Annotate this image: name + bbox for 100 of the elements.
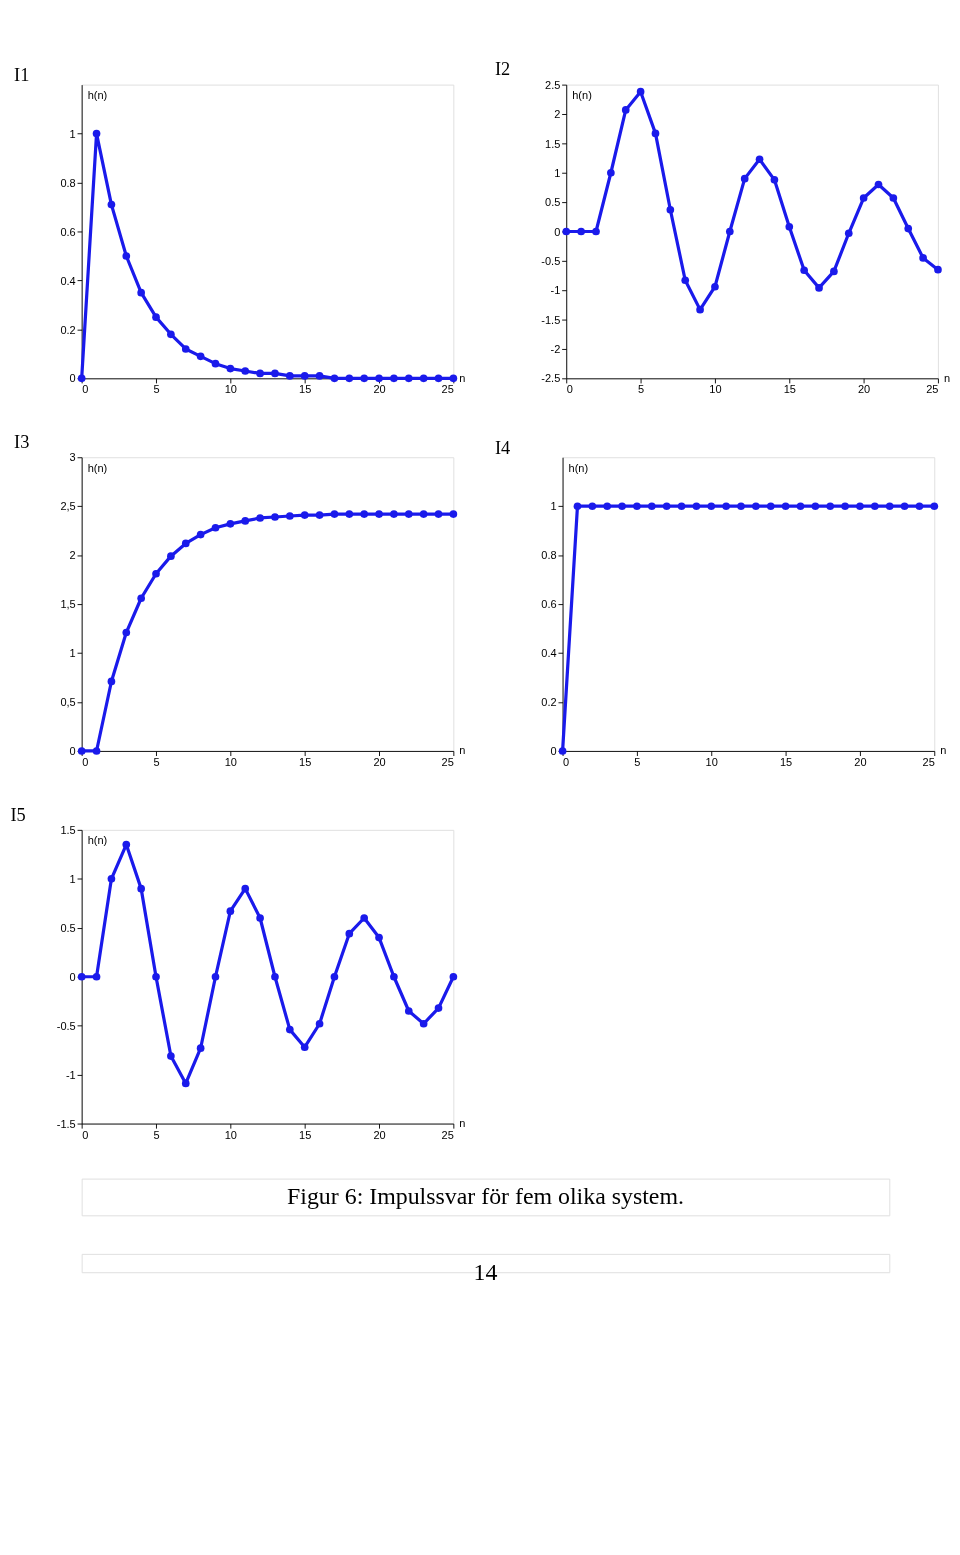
chart-title: I4 xyxy=(494,437,511,458)
point xyxy=(196,352,205,361)
x-tick-label: 20 xyxy=(857,383,871,396)
point xyxy=(449,972,458,981)
point xyxy=(434,510,443,518)
x-tick-label: 15 xyxy=(783,383,796,396)
point xyxy=(419,1019,428,1028)
point xyxy=(211,523,220,532)
point xyxy=(904,224,913,233)
point xyxy=(651,129,660,138)
point xyxy=(390,510,398,518)
point xyxy=(592,227,600,236)
x-tick-label: 0 xyxy=(82,756,89,769)
point xyxy=(300,372,309,380)
point xyxy=(577,227,585,236)
y-tick-label: 0.6 xyxy=(60,225,76,238)
x-tick-label: 25 xyxy=(441,756,454,769)
y-tick-label: 1 xyxy=(550,500,557,513)
point xyxy=(874,180,883,189)
point xyxy=(919,254,927,262)
point xyxy=(122,252,131,260)
point xyxy=(375,933,383,942)
y-tick-label: -1.5 xyxy=(541,313,561,326)
y-axis-title: h(n) xyxy=(87,834,108,847)
x-tick-label: 20 xyxy=(854,756,867,769)
point xyxy=(830,267,838,276)
y-tick-label: 1.5 xyxy=(60,824,76,837)
point xyxy=(681,276,690,285)
y-tick-label: 0.5 xyxy=(545,196,561,209)
point xyxy=(226,520,235,528)
y-tick-label: 0 xyxy=(69,372,76,385)
y-axis-title: h(n) xyxy=(568,461,589,474)
point xyxy=(345,510,354,518)
x-axis-title: n xyxy=(459,744,466,757)
point xyxy=(360,510,369,518)
x-tick-label: 25 xyxy=(922,756,935,769)
point xyxy=(92,129,101,138)
point xyxy=(330,972,339,981)
point xyxy=(107,677,116,686)
chart-title: I5 xyxy=(10,804,26,825)
y-tick-label: 1 xyxy=(69,872,76,885)
x-tick-label: 0 xyxy=(563,756,570,769)
point xyxy=(711,282,719,291)
x-tick-label: 15 xyxy=(299,383,312,396)
chart-title: I1 xyxy=(14,64,30,85)
point xyxy=(271,513,279,521)
point xyxy=(137,594,145,603)
point xyxy=(286,372,294,380)
point xyxy=(666,205,675,214)
x-tick-label: 10 xyxy=(709,383,722,396)
point xyxy=(725,227,734,236)
y-tick-label: -2.5 xyxy=(541,372,561,385)
y-tick-label: -0.5 xyxy=(56,1019,76,1032)
point xyxy=(92,747,101,755)
point xyxy=(636,87,645,96)
point xyxy=(375,374,383,383)
x-tick-label: 15 xyxy=(299,1128,312,1141)
point xyxy=(152,569,160,578)
point xyxy=(152,972,160,981)
y-tick-label: -0.5 xyxy=(541,255,561,267)
point xyxy=(434,1004,443,1012)
point xyxy=(152,313,160,321)
point xyxy=(315,372,324,380)
y-tick-label: 1 xyxy=(69,647,76,660)
x-axis-title: n xyxy=(459,371,466,384)
y-tick-label: 0.5 xyxy=(60,921,76,934)
x-tick-label: 5 xyxy=(153,756,160,769)
point xyxy=(449,510,458,518)
point xyxy=(434,374,443,383)
point xyxy=(107,875,116,883)
point xyxy=(92,972,101,981)
point xyxy=(419,510,428,518)
point xyxy=(167,330,175,339)
point xyxy=(770,175,779,184)
point xyxy=(375,510,383,518)
point xyxy=(271,972,279,981)
y-tick-label: 0.8 xyxy=(541,549,557,562)
point xyxy=(137,288,145,297)
y-tick-label: 0 xyxy=(550,745,557,758)
y-tick-label: 1.5 xyxy=(545,137,561,150)
x-tick-label: 5 xyxy=(634,756,641,769)
point xyxy=(390,972,398,981)
y-tick-label: 0.4 xyxy=(541,647,557,660)
point xyxy=(122,628,131,637)
point xyxy=(785,222,794,231)
point xyxy=(889,194,898,202)
point xyxy=(226,364,235,373)
x-tick-label: 0 xyxy=(566,383,573,396)
x-tick-label: 15 xyxy=(299,756,312,769)
point xyxy=(77,972,86,981)
y-tick-label: 0 xyxy=(69,970,76,983)
point xyxy=(181,345,190,353)
point xyxy=(404,510,413,518)
x-tick-label: 20 xyxy=(373,756,386,769)
point xyxy=(844,229,853,238)
point xyxy=(271,369,279,378)
y-axis-title: h(n) xyxy=(572,88,592,101)
point xyxy=(621,106,630,114)
point xyxy=(360,374,369,383)
point xyxy=(607,168,615,177)
